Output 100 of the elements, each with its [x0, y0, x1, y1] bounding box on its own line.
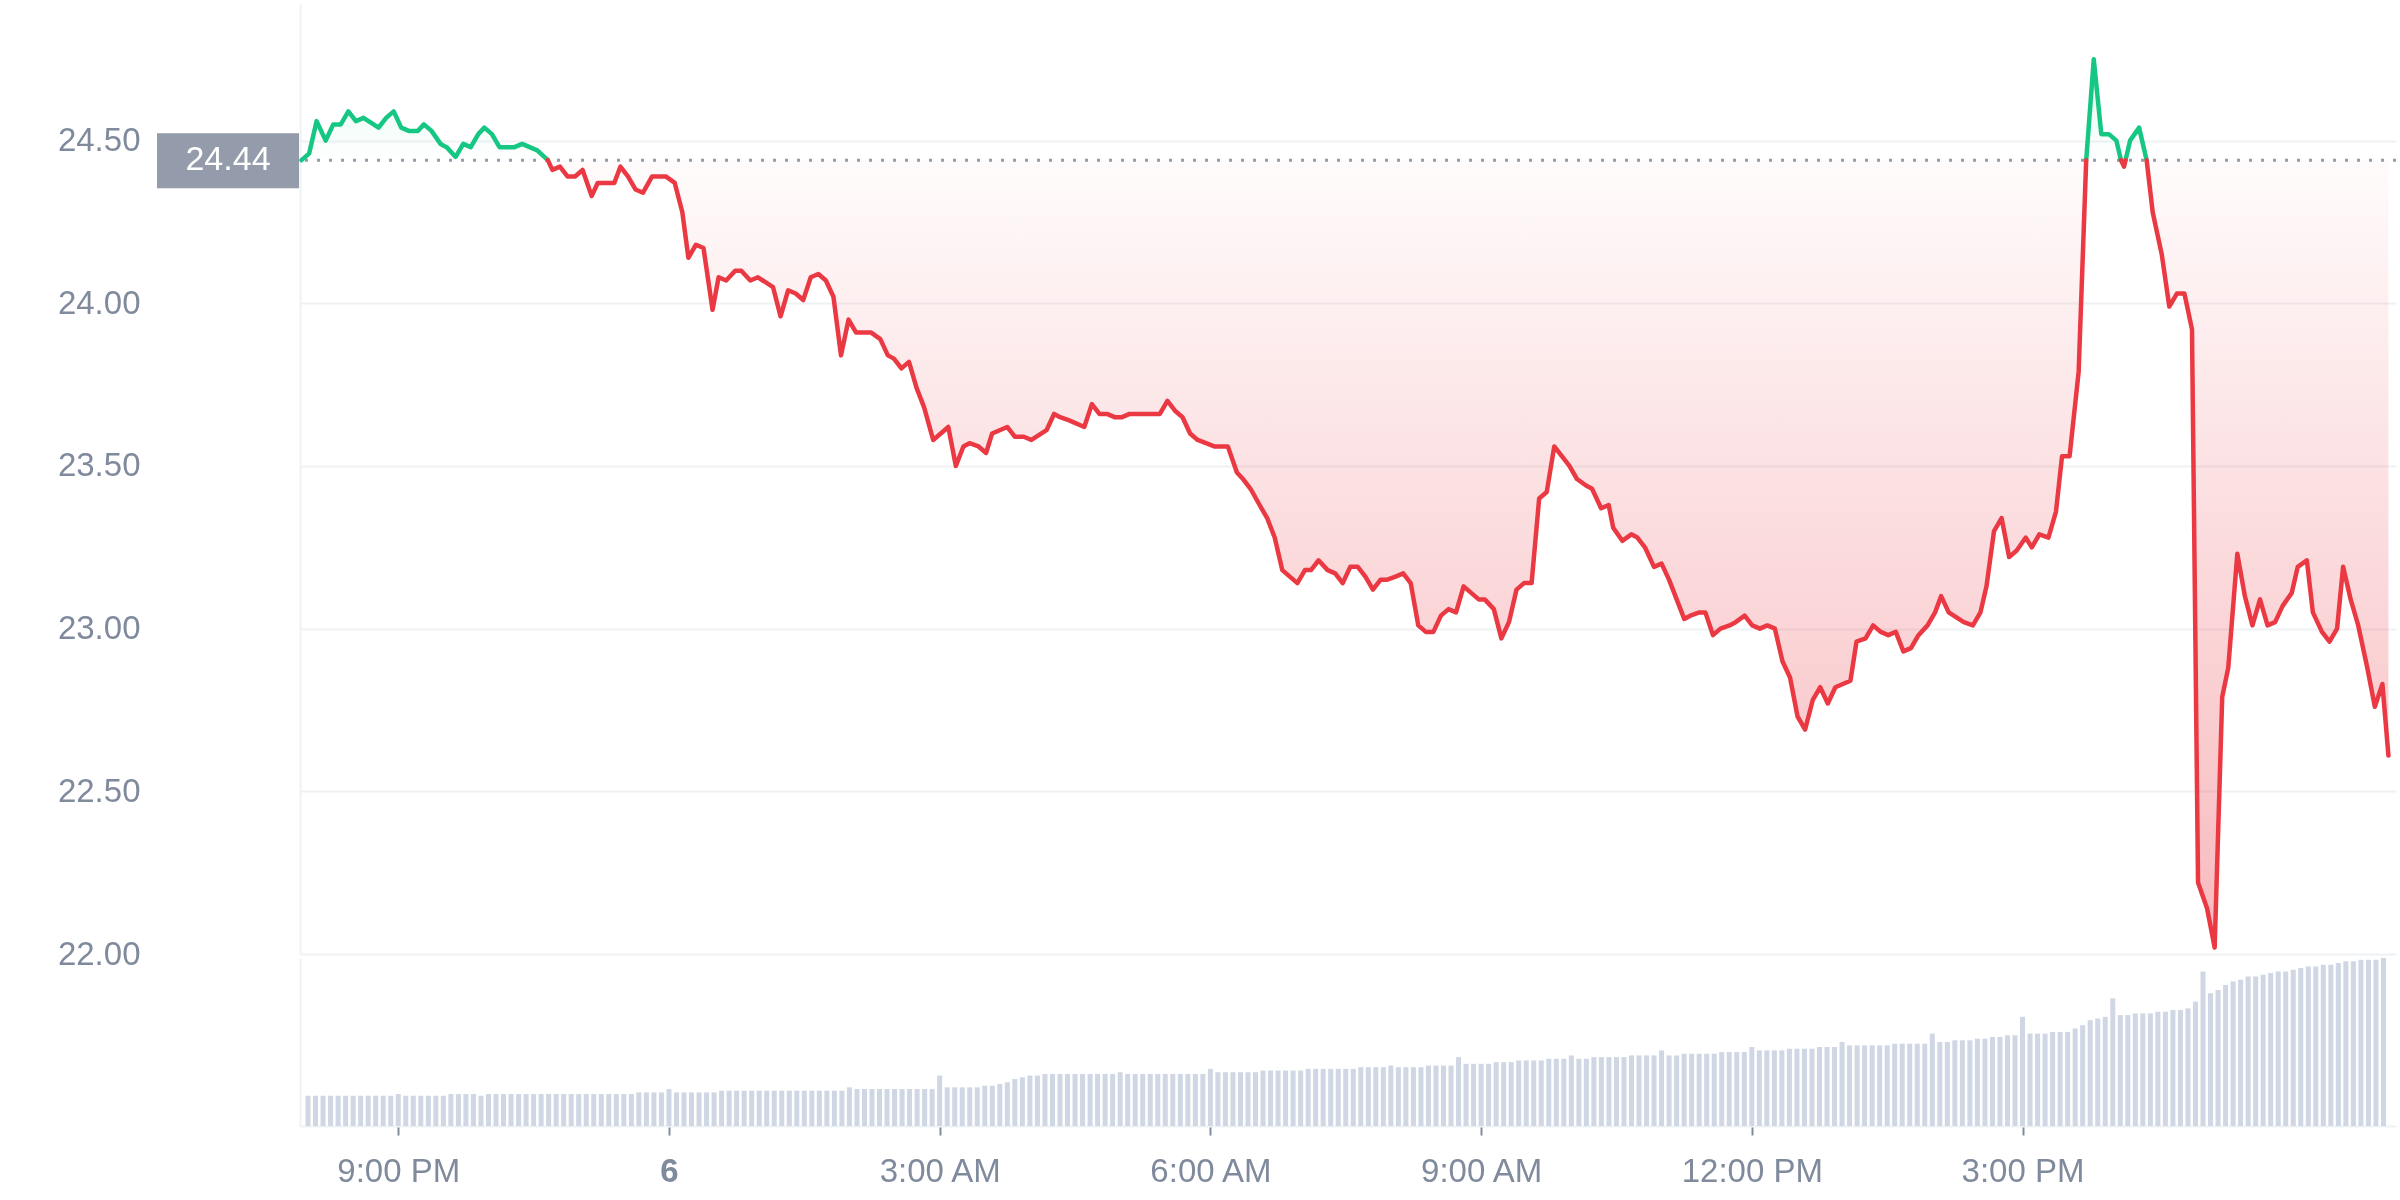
bar	[1561, 1058, 1567, 1126]
bar	[1403, 1067, 1409, 1126]
bar	[816, 1090, 822, 1126]
bar	[1719, 1052, 1725, 1126]
bar	[1508, 1062, 1514, 1126]
y-tick-label: 24.00	[57, 283, 141, 321]
bar	[1944, 1042, 1950, 1126]
bar	[1696, 1053, 1702, 1126]
bar	[1365, 1067, 1371, 1126]
bar	[2305, 966, 2311, 1126]
bar	[1832, 1047, 1838, 1126]
bar	[1816, 1047, 1822, 1126]
bar	[907, 1089, 913, 1126]
bar	[651, 1092, 657, 1126]
bar	[448, 1094, 454, 1126]
bar	[583, 1094, 589, 1126]
bar	[606, 1094, 612, 1126]
bar	[1666, 1055, 1672, 1126]
bar	[1155, 1073, 1161, 1126]
bar	[1681, 1053, 1687, 1126]
bar	[2320, 964, 2326, 1126]
bar	[1456, 1057, 1462, 1126]
bar	[786, 1090, 792, 1126]
bar	[410, 1095, 416, 1126]
bar	[1576, 1058, 1582, 1126]
bar	[2215, 989, 2221, 1126]
bar	[1704, 1053, 1710, 1126]
bar	[1245, 1072, 1251, 1126]
bar	[1192, 1073, 1198, 1126]
bar	[1343, 1068, 1349, 1126]
y-tick-label: 22.00	[57, 934, 141, 972]
bar	[2155, 1011, 2161, 1126]
bar	[2027, 1033, 2033, 1126]
bar	[719, 1090, 725, 1126]
bar	[598, 1094, 604, 1126]
bar	[2117, 1015, 2123, 1126]
bar	[2170, 1010, 2176, 1126]
bar	[1553, 1058, 1559, 1126]
bar	[824, 1090, 830, 1126]
bar	[358, 1095, 364, 1126]
bar	[1967, 1040, 1973, 1126]
bar	[2358, 959, 2364, 1126]
bar	[1305, 1068, 1311, 1126]
bar	[2065, 1031, 2071, 1126]
bar	[523, 1094, 529, 1126]
bar	[531, 1094, 537, 1126]
bar	[591, 1094, 597, 1126]
bar	[2200, 971, 2206, 1126]
bar	[2004, 1035, 2010, 1126]
bar	[1809, 1048, 1815, 1126]
bar	[2298, 968, 2304, 1126]
bar	[1042, 1073, 1048, 1126]
bar	[779, 1090, 785, 1126]
bar	[455, 1094, 461, 1126]
bar	[328, 1095, 334, 1126]
bar	[1170, 1073, 1176, 1126]
bar	[1914, 1043, 1920, 1126]
bar	[380, 1095, 386, 1126]
bar	[613, 1094, 619, 1126]
bar	[1132, 1073, 1138, 1126]
bar	[1200, 1073, 1206, 1126]
bar	[493, 1094, 499, 1126]
bar	[1320, 1068, 1326, 1126]
bar	[1072, 1073, 1078, 1126]
bar	[388, 1095, 394, 1126]
bar	[2110, 998, 2116, 1126]
x-tick-label: 3:00 PM	[1961, 1151, 2085, 1189]
bar	[1298, 1070, 1304, 1126]
bar	[922, 1089, 928, 1126]
bar	[1689, 1053, 1695, 1126]
bar	[2380, 958, 2386, 1126]
bar	[561, 1094, 567, 1126]
bar	[1463, 1063, 1469, 1126]
bar	[2072, 1028, 2078, 1126]
bar	[1636, 1055, 1642, 1126]
bar	[2335, 963, 2341, 1126]
bar	[1019, 1077, 1025, 1126]
bar	[1629, 1055, 1634, 1126]
bar	[1065, 1073, 1071, 1126]
y-tick-label: 24.50	[57, 121, 141, 159]
bar	[2125, 1015, 2131, 1126]
x-tick-label: 6:00 AM	[1150, 1151, 1272, 1189]
bar	[914, 1089, 920, 1126]
bar	[1313, 1068, 1319, 1126]
bar	[1516, 1060, 1522, 1126]
bar	[967, 1087, 973, 1126]
bar	[734, 1090, 740, 1126]
bar	[1110, 1073, 1116, 1126]
bar	[1057, 1073, 1063, 1126]
bar	[1433, 1065, 1439, 1126]
bar	[1012, 1078, 1018, 1126]
bar	[1734, 1052, 1740, 1126]
x-tick-label: 9:00 PM	[337, 1151, 461, 1189]
bar	[1162, 1073, 1168, 1126]
bar	[937, 1075, 943, 1126]
x-tick-label: 3:00 AM	[879, 1151, 1001, 1189]
bar	[1771, 1050, 1777, 1126]
bar	[1049, 1073, 1055, 1126]
x-tick-label: 6	[660, 1151, 679, 1189]
bar	[989, 1085, 995, 1126]
